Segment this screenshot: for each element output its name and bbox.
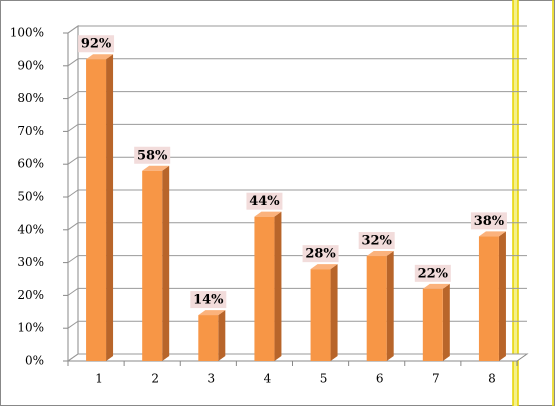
value-label-box	[134, 146, 171, 164]
y-tick-label: 0%	[25, 354, 44, 368]
y-tick-label: 30%	[17, 255, 44, 269]
value-label: 92%	[81, 37, 112, 52]
bar-side	[498, 231, 506, 361]
bar	[254, 216, 275, 361]
bar-side	[162, 165, 170, 361]
value-label: 58%	[137, 148, 168, 163]
value-label-box	[302, 245, 339, 263]
bar	[478, 236, 499, 361]
bar-top	[254, 211, 282, 217]
bar-side	[106, 54, 114, 362]
grid-line	[67, 123, 527, 132]
value-label-box	[246, 192, 283, 210]
value-label-box	[78, 35, 115, 53]
x-tick-label: 1	[95, 372, 103, 386]
value-label-box	[470, 212, 507, 230]
bar-top	[310, 264, 338, 270]
value-label-box	[190, 291, 227, 309]
x-tick-label: 6	[376, 372, 384, 386]
bar-top	[142, 165, 170, 171]
value-label: 32%	[361, 234, 392, 249]
x-tick-label: 8	[488, 372, 496, 386]
y-tick-label: 50%	[17, 190, 44, 204]
bar	[310, 269, 331, 361]
bar-top	[478, 231, 506, 237]
bar-top	[86, 54, 114, 60]
x-tick-label: 7	[432, 372, 440, 386]
x-tick-label: 5	[320, 372, 328, 386]
x-tick-label: 4	[264, 372, 272, 386]
bar-top	[198, 310, 226, 316]
yellow-band	[513, 0, 518, 406]
grid-line	[67, 91, 527, 100]
x-tick-label: 2	[151, 372, 159, 386]
x-tick-label: 3	[207, 372, 215, 386]
y-tick-label: 100%	[10, 26, 44, 40]
y-tick-label: 40%	[17, 222, 44, 236]
y-tick-label: 70%	[17, 124, 44, 138]
y-tick-label: 80%	[17, 91, 44, 105]
bar-top	[422, 283, 450, 289]
floor	[66, 353, 529, 362]
bar	[422, 288, 443, 361]
y-tick-label: 90%	[17, 58, 44, 72]
bar-side	[386, 251, 394, 361]
y-tick-label: 20%	[17, 288, 44, 302]
bar-side	[442, 283, 450, 361]
bar	[366, 256, 387, 361]
value-label-box	[414, 264, 451, 282]
grid-line	[67, 25, 527, 34]
value-label: 28%	[305, 247, 336, 262]
value-label: 22%	[418, 266, 449, 281]
y-tick-label: 10%	[17, 321, 44, 335]
bar	[142, 170, 163, 361]
value-label: 44%	[249, 194, 280, 209]
grid-line	[67, 58, 527, 67]
grid-line	[67, 156, 527, 165]
y-tick-label: 60%	[17, 157, 44, 171]
value-label-box	[358, 232, 395, 250]
bar	[198, 315, 219, 361]
grid-line	[67, 189, 527, 198]
grid-line	[67, 222, 527, 231]
bar	[86, 59, 107, 362]
value-label: 38%	[474, 214, 505, 229]
bar-side	[218, 310, 226, 361]
value-label: 14%	[193, 293, 224, 308]
bar-side	[274, 211, 282, 361]
bar-side	[330, 264, 338, 361]
bar-top	[366, 251, 394, 257]
